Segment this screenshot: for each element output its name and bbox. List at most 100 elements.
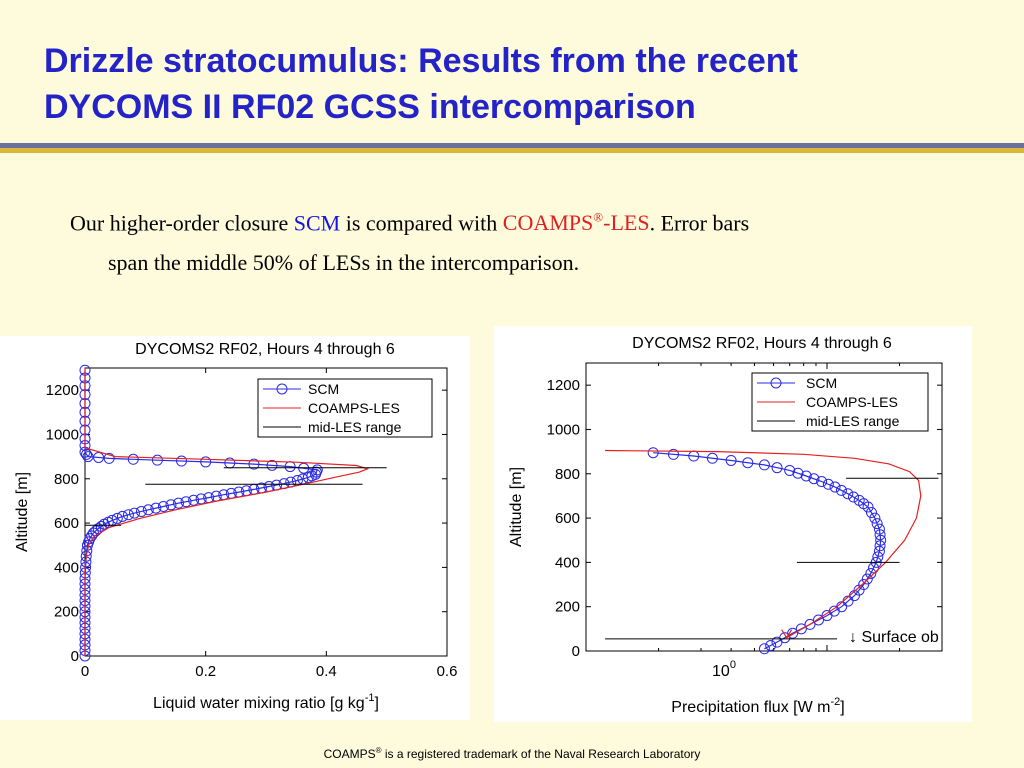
- legend-les-label: COAMPS-LES: [308, 400, 400, 416]
- x-tick-label: 0.4: [316, 663, 337, 680]
- les-arrowhead: [781, 629, 793, 639]
- scm-marker: [667, 448, 679, 460]
- scm-marker: [800, 470, 812, 482]
- y-tick-label: 1200: [46, 382, 79, 399]
- scm-marker: [765, 639, 777, 651]
- scm-marker: [173, 497, 185, 509]
- scm-marker: [725, 454, 737, 466]
- scm-label: SCM: [293, 210, 341, 236]
- scm-marker: [706, 452, 718, 464]
- scm-marker: [874, 540, 886, 552]
- y-axis-label: Altitude [m]: [14, 472, 31, 552]
- scm-marker: [822, 478, 834, 490]
- scm-marker: [853, 494, 865, 506]
- bullet-line-2: span the middle 50% of LESs in the inter…: [108, 250, 580, 276]
- data-series: [605, 447, 939, 655]
- scm-marker: [311, 464, 323, 476]
- scm-marker: [771, 462, 783, 474]
- bullet-text-part3: . Error bars: [649, 210, 750, 236]
- registered-mark: ®: [593, 210, 604, 225]
- y-tick-label: 1000: [46, 426, 79, 443]
- scm-marker: [816, 476, 828, 488]
- x-axis-label: Precipitation flux [W m-2]: [671, 696, 844, 716]
- title-rule-gold: [0, 148, 1024, 153]
- title-rule-dark: [0, 143, 1024, 148]
- y-tick-label: 400: [555, 554, 580, 571]
- scm-marker: [103, 452, 115, 464]
- scm-marker: [93, 452, 105, 464]
- footer-note: COAMPS® is a registered trademark of the…: [0, 746, 1024, 761]
- scm-marker: [758, 643, 770, 655]
- legend-scm-label: SCM: [806, 375, 837, 391]
- y-tick-label: 200: [54, 604, 79, 621]
- y-tick-label: 600: [54, 515, 79, 532]
- bullet-paragraph: Our higher-order closure SCM is compared…: [70, 198, 990, 283]
- y-tick-labels: 0 200 400 600 800 1000 1200: [547, 377, 580, 660]
- les-suffix: -LES: [603, 210, 650, 236]
- scm-marker: [165, 499, 177, 511]
- scm-marker: [128, 507, 140, 519]
- scm-marker: [865, 507, 877, 519]
- scm-marker: [111, 512, 123, 524]
- scm-marker: [188, 494, 200, 506]
- slide-title: Drizzle stratocumulus: Results from the …: [44, 38, 1004, 130]
- lwc-chart: DYCOMS2 RF02, Hours 4 through 6 0 200 400 6…: [14, 341, 458, 712]
- y-tick-label: 400: [54, 559, 79, 576]
- chart-title: DYCOMS2 RF02, Hours 4 through 6: [135, 341, 395, 358]
- scm-marker: [875, 534, 887, 546]
- scm-marker: [266, 459, 278, 471]
- scm-marker: [784, 464, 796, 476]
- y-tick-label: 800: [54, 471, 79, 488]
- scm-marker: [298, 462, 310, 474]
- x-tick-labels: 0 0.2 0.4 0.6: [81, 663, 458, 680]
- scm-marker: [795, 623, 807, 635]
- scm-marker: [180, 496, 192, 508]
- legend-range-label: mid-LES range: [806, 413, 900, 429]
- scm-marker: [873, 545, 885, 557]
- legend-scm-marker: [770, 377, 782, 389]
- scm-marker: [758, 459, 770, 471]
- precip-chart: DYCOMS2 RF02, Hours 4 through 6 0 200 400 6…: [508, 335, 943, 716]
- bullet-line-1: Our higher-order closure SCM is compared…: [70, 198, 990, 243]
- footer-registered-mark: ®: [375, 746, 382, 755]
- x-tick-label: 0.6: [437, 663, 458, 680]
- scm-marker: [808, 473, 820, 485]
- legend-les-label: COAMPS-LES: [806, 394, 898, 410]
- scm-marker: [861, 573, 873, 585]
- chart-title: DYCOMS2 RF02, Hours 4 through 6: [632, 335, 892, 352]
- title-line-2: DYCOMS II RF02 GCSS intercomparison: [44, 88, 696, 126]
- scm-marker: [871, 518, 883, 530]
- scm-marker: [248, 458, 260, 470]
- legend-scm-marker: [276, 383, 288, 395]
- x-tick-label: 0.2: [195, 663, 216, 680]
- scm-marker: [150, 502, 162, 514]
- y-tick-label: 1200: [547, 377, 580, 394]
- x-tick-label: 0: [81, 663, 89, 680]
- scm-marker: [813, 614, 825, 626]
- scm-marker: [835, 484, 847, 496]
- y-tick-labels: 0 200 400 600 800 1000 1200: [46, 382, 79, 665]
- scm-marker: [142, 504, 154, 516]
- y-tick-label: 0: [572, 643, 580, 660]
- y-tick-label: 800: [555, 466, 580, 483]
- scm-marker: [804, 618, 816, 630]
- scm-marker: [122, 509, 134, 521]
- scm-marker: [873, 523, 885, 535]
- scm-marker: [127, 453, 139, 465]
- scm-marker: [176, 455, 188, 467]
- bullet-text-part2: is compared with: [340, 210, 503, 236]
- title-line-1: Drizzle stratocumulus: Results from the …: [44, 42, 798, 80]
- axis-ticks: [84, 368, 448, 657]
- scm-marker: [792, 467, 804, 479]
- scm-marker: [842, 488, 854, 500]
- bullet-text-part1: Our higher-order closure: [70, 210, 294, 236]
- scm-marker: [116, 510, 128, 522]
- data-series: [79, 364, 387, 662]
- scm-marker: [742, 457, 754, 469]
- scm-marker: [874, 529, 886, 541]
- scm-marker: [865, 567, 877, 579]
- coamps-label: COAMPS®-LES: [503, 210, 650, 235]
- coamps-les-line: [84, 368, 370, 656]
- scm-marker: [135, 505, 147, 517]
- scm-marker: [869, 512, 881, 524]
